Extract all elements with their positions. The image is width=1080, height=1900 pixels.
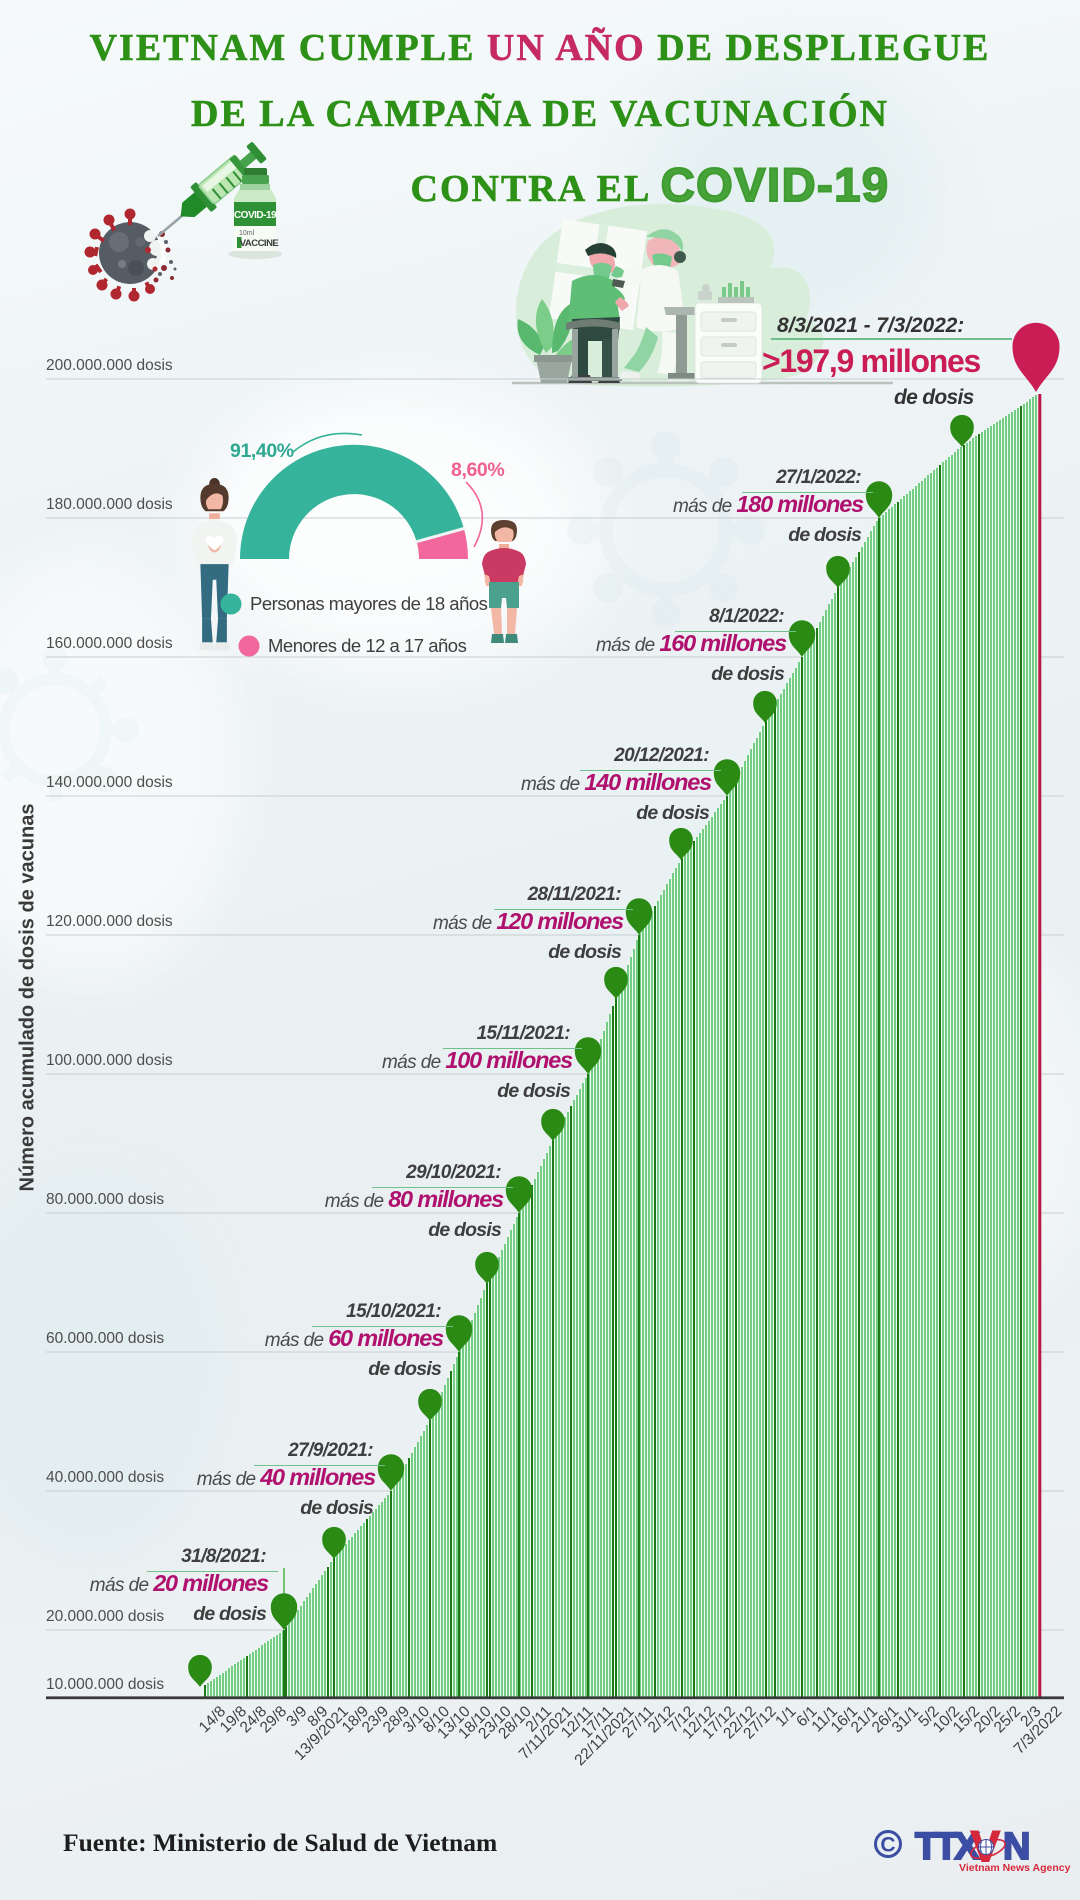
svg-text:10ml: 10ml: [239, 230, 255, 237]
svg-text:VACCINE: VACCINE: [240, 238, 279, 249]
svg-text:N: N: [1003, 1826, 1030, 1868]
svg-text:COVID-19: COVID-19: [234, 210, 277, 221]
svg-text:TTX: TTX: [915, 1826, 980, 1868]
svg-text:C: C: [880, 1834, 895, 1857]
svg-text:Vietnam News Agency: Vietnam News Agency: [959, 1862, 1071, 1874]
